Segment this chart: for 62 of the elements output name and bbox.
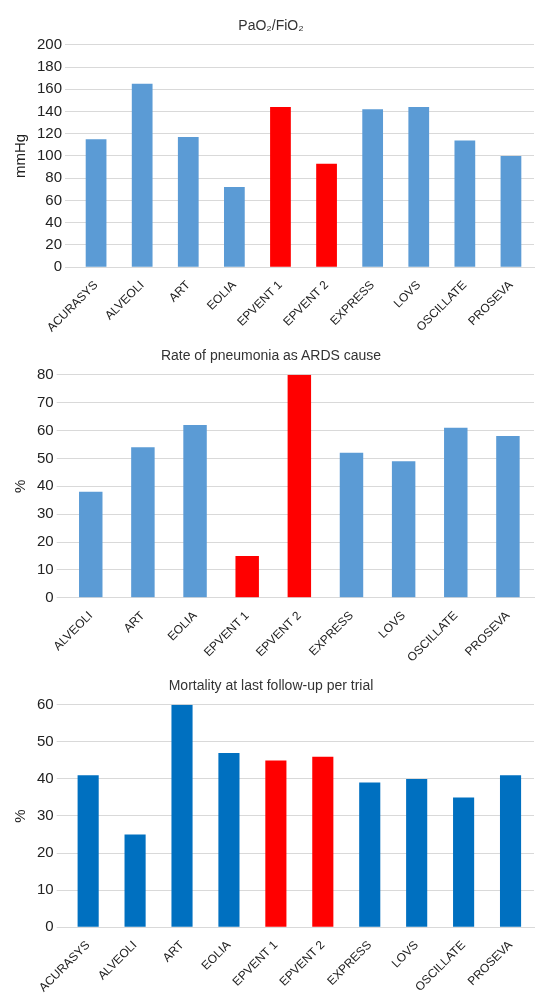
y-tick-label: 50 — [37, 448, 54, 466]
bar — [391, 461, 416, 598]
bar — [224, 187, 245, 267]
y-tick-label: 0 — [53, 257, 63, 275]
y-tick-label: 160 — [37, 79, 63, 97]
bar — [339, 452, 364, 598]
bar — [270, 107, 291, 267]
bar — [177, 137, 199, 267]
y-tick-label: 30 — [37, 806, 54, 824]
bar — [235, 555, 259, 598]
y-tick-label: 20 — [37, 843, 54, 861]
bar — [453, 797, 475, 927]
y-tick-label: 40 — [37, 769, 54, 787]
bar — [131, 83, 153, 267]
bar — [218, 752, 240, 927]
bar — [265, 760, 287, 927]
bar — [316, 163, 337, 267]
y-tick-label: 120 — [37, 123, 63, 141]
y-tick-label: 80 — [37, 364, 54, 382]
bar — [454, 140, 476, 267]
y-axis-title: % — [11, 479, 29, 493]
bar — [85, 139, 107, 267]
y-tick-label: 40 — [37, 476, 54, 494]
bar — [362, 109, 384, 267]
y-tick-label: 140 — [37, 101, 63, 119]
y-tick-label: 100 — [37, 146, 63, 164]
bar — [359, 782, 381, 927]
y-tick-label: 10 — [37, 880, 54, 898]
bar — [312, 756, 334, 927]
y-tick-label: 10 — [37, 560, 54, 578]
y-tick-label: 60 — [45, 190, 63, 208]
bar — [500, 155, 522, 267]
bar — [287, 374, 312, 598]
bar — [496, 436, 520, 598]
y-axis-title: mmHg — [11, 133, 29, 179]
bar — [124, 834, 146, 927]
chart-title: PaO₂/FiO₂ — [238, 17, 304, 34]
bar — [406, 778, 428, 927]
y-tick-label: 60 — [37, 694, 54, 712]
y-tick-label: 0 — [45, 587, 54, 605]
y-tick-label: 60 — [37, 420, 54, 438]
bar — [77, 775, 99, 927]
bar — [171, 704, 193, 927]
y-tick-label: 80 — [45, 168, 63, 186]
bar — [131, 447, 155, 598]
y-tick-label: 0 — [45, 917, 54, 935]
y-tick-label: 70 — [37, 392, 54, 410]
bar — [79, 491, 103, 598]
bar — [183, 424, 207, 598]
y-axis-title: % — [11, 809, 29, 823]
bar — [444, 427, 468, 598]
bar — [499, 775, 522, 927]
y-tick-label: 50 — [37, 732, 54, 749]
y-tick-label: 200 — [37, 34, 63, 52]
y-tick-label: 40 — [45, 212, 63, 230]
y-tick-label: 20 — [37, 532, 54, 550]
chart-title: Rate of pneumonia as ARDS cause — [160, 347, 382, 364]
y-tick-label: 30 — [37, 504, 54, 522]
chart-title: Mortality at last follow-up per trial — [168, 677, 374, 694]
bar — [408, 107, 430, 267]
y-tick-label: 180 — [37, 57, 63, 75]
y-tick-label: 20 — [45, 235, 63, 253]
